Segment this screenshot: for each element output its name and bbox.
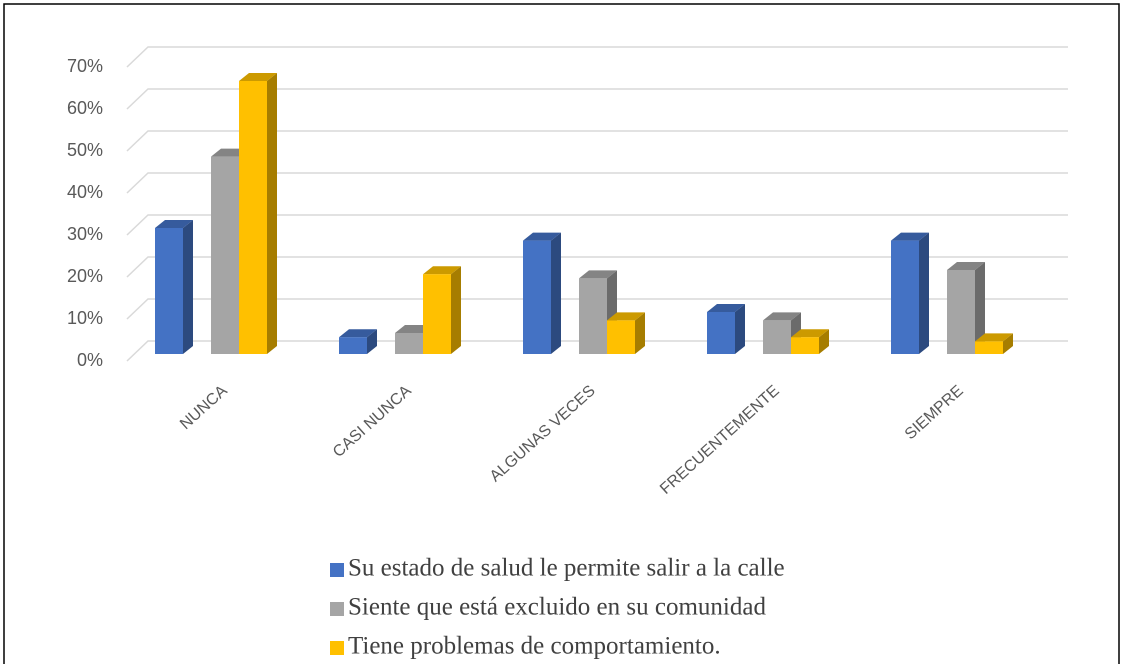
grid-line (126, 130, 1068, 152)
y-tick-label: 30% (67, 224, 103, 244)
bar-side (367, 329, 377, 354)
grid-line (126, 214, 1068, 236)
bar-front (607, 320, 635, 354)
bar-front (423, 274, 451, 354)
bar (155, 220, 193, 354)
bar-side (451, 266, 461, 354)
bar-front (339, 337, 367, 354)
bar (423, 266, 461, 354)
bar-top (947, 262, 985, 270)
bar-front (947, 270, 975, 354)
bar-top (239, 73, 277, 81)
bar-top (891, 232, 929, 241)
bar (791, 329, 829, 354)
bar-side (1003, 333, 1013, 354)
bar-top (579, 270, 617, 279)
bar-side (267, 73, 277, 354)
bar-front (211, 156, 239, 354)
bar-front (395, 333, 423, 354)
y-tick-label: 10% (67, 308, 103, 328)
y-tick-label: 20% (67, 266, 103, 286)
bar-front (891, 240, 919, 354)
y-tick-label: 50% (67, 140, 103, 160)
bar-top (607, 312, 645, 321)
legend-label: Siente que está excluido en su comunidad (348, 594, 766, 621)
bar-top (423, 266, 461, 275)
bar-side (635, 312, 645, 354)
grid-line (126, 172, 1068, 194)
grid-line (126, 298, 1068, 320)
bar-front (763, 320, 791, 354)
bar-side (183, 220, 193, 354)
bar-top (339, 329, 377, 338)
bar-front (239, 81, 267, 354)
bar-top (707, 304, 745, 312)
bar (891, 232, 929, 354)
bar-top (975, 333, 1013, 342)
grid-line (126, 88, 1068, 110)
bar-top (155, 220, 193, 228)
bar (339, 329, 377, 354)
grid-line (126, 46, 1068, 68)
bar-side (735, 304, 745, 354)
bar-front (523, 240, 551, 354)
bar-front (155, 228, 183, 354)
legend-swatch (330, 563, 344, 577)
legend-swatch (330, 641, 344, 655)
legend-swatch (330, 602, 344, 616)
bar-side (919, 232, 929, 354)
bar (607, 312, 645, 354)
legend-label: Tiene problemas de comportamiento. (348, 633, 721, 660)
bar-side (975, 262, 985, 354)
bar-front (707, 312, 735, 354)
bar (523, 232, 561, 354)
bar-top (523, 232, 561, 241)
bar-front (579, 278, 607, 354)
bar (947, 262, 985, 354)
bar (707, 304, 745, 354)
legend-label: Su estado de salud le permite salir a la… (348, 555, 785, 582)
y-tick-label: 40% (67, 182, 103, 202)
bar-top (763, 312, 801, 321)
y-tick-label: 70% (67, 56, 103, 76)
bar-side (551, 232, 561, 354)
bar (975, 333, 1013, 354)
bar-front (791, 337, 819, 354)
y-tick-label: 0% (77, 350, 103, 370)
bar (239, 73, 277, 354)
grid-line (126, 256, 1068, 278)
grid-line (126, 340, 1068, 362)
y-tick-label: 60% (67, 98, 103, 118)
bar (579, 270, 617, 354)
bar-top (791, 329, 829, 338)
bar-side (819, 329, 829, 354)
bar-front (975, 341, 1003, 354)
